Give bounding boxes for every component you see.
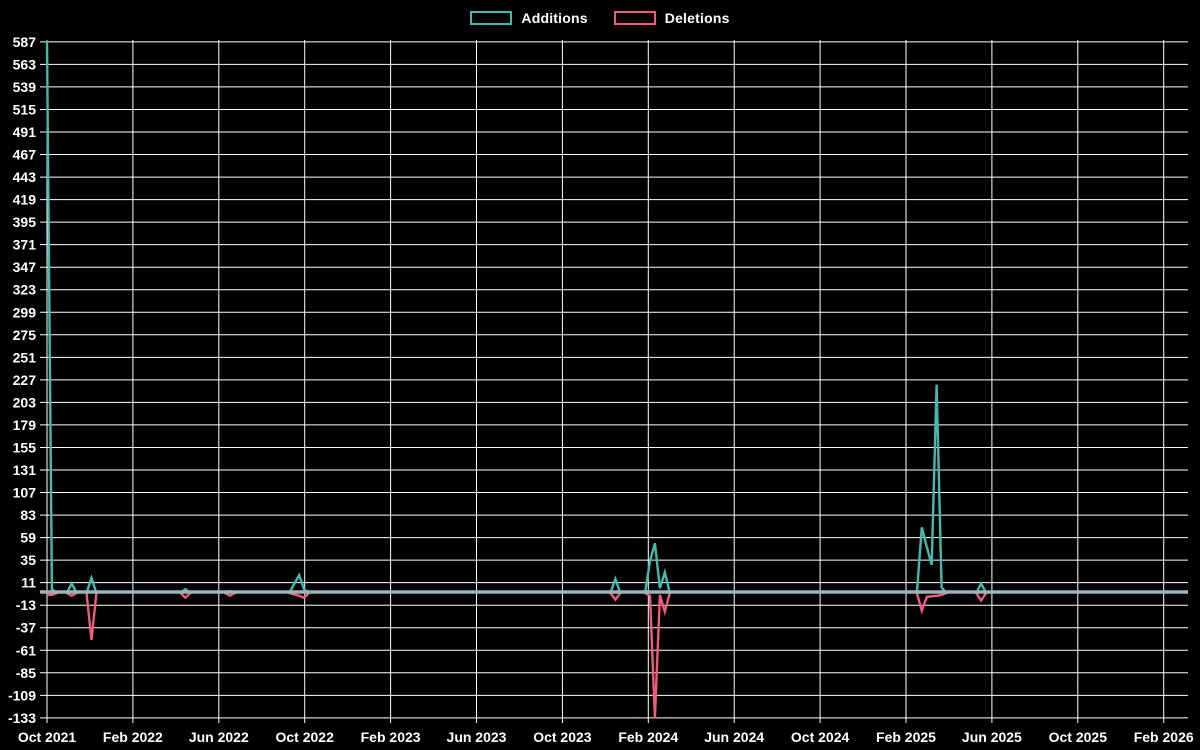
y-tick-label: 83 [20, 507, 36, 523]
x-tick-label: Oct 2023 [533, 729, 592, 745]
x-tick-label: Jun 2025 [962, 729, 1022, 745]
y-tick-label: 563 [13, 56, 37, 72]
series-additions [85, 574, 98, 595]
x-tick-label: Oct 2021 [18, 729, 77, 745]
legend-label-deletions: Deletions [664, 10, 730, 26]
y-tick-label: 227 [13, 372, 37, 388]
x-tick-label: Oct 2022 [276, 729, 335, 745]
y-tick-label: 299 [13, 304, 37, 320]
y-tick-label: 443 [13, 169, 37, 185]
series-additions [643, 542, 671, 595]
y-tick-label: 11 [21, 575, 36, 591]
y-tick-label: 419 [13, 192, 37, 208]
series-deletions [223, 591, 237, 598]
series-deletions [609, 591, 622, 602]
y-tick-label: -37 [16, 620, 36, 636]
deletions-swatch-icon [613, 11, 656, 25]
y-tick-label: 35 [20, 552, 36, 568]
series-deletions [288, 591, 311, 600]
legend-item-additions[interactable]: Additions [470, 10, 588, 26]
legend-label-additions: Additions [521, 10, 588, 26]
series-deletions [915, 591, 948, 615]
x-tick-label: Oct 2025 [1049, 729, 1108, 745]
y-tick-label: 155 [13, 439, 37, 455]
x-tick-label: Jun 2024 [704, 729, 764, 745]
y-tick-label: 179 [13, 417, 37, 433]
series-additions [45, 40, 59, 595]
y-tick-label: 251 [13, 349, 37, 365]
series-additions [915, 384, 948, 595]
x-tick-label: Feb 2025 [876, 729, 936, 745]
y-tick-label: 323 [13, 282, 37, 298]
series-additions [975, 581, 988, 595]
y-tick-label: -85 [16, 665, 36, 681]
x-tick-label: Jun 2023 [447, 729, 507, 745]
y-tick-label: 131 [13, 462, 37, 478]
y-tick-label: 107 [13, 485, 37, 501]
chart-legend: Additions Deletions [0, 6, 1200, 30]
y-tick-label: -61 [16, 642, 36, 658]
x-tick-label: Jun 2022 [189, 729, 249, 745]
series-deletions [179, 591, 192, 600]
series-deletions [85, 591, 98, 641]
series-deletions [65, 591, 78, 598]
y-tick-label: 203 [13, 394, 37, 410]
legend-item-deletions[interactable]: Deletions [613, 10, 730, 26]
y-tick-label: 275 [13, 327, 37, 343]
y-tick-label: 59 [20, 530, 36, 546]
series-deletions [643, 591, 671, 718]
x-tick-label: Feb 2026 [1134, 729, 1194, 745]
y-tick-label: 491 [13, 124, 37, 140]
x-tick-label: Feb 2024 [618, 729, 678, 745]
y-tick-label: 515 [13, 101, 37, 117]
y-tick-label: -13 [16, 597, 36, 613]
additions-swatch-icon [470, 11, 513, 25]
y-tick-label: 347 [13, 259, 37, 275]
x-tick-label: Feb 2023 [361, 729, 421, 745]
x-tick-label: Feb 2022 [103, 729, 163, 745]
y-tick-label: 587 [13, 34, 37, 50]
y-tick-label: -133 [8, 710, 36, 726]
series-additions [609, 575, 622, 595]
y-tick-label: 395 [13, 214, 37, 230]
y-tick-label: 371 [13, 237, 37, 253]
y-tick-label: 467 [13, 147, 37, 163]
series-additions [65, 581, 78, 595]
x-tick-label: Oct 2024 [791, 729, 850, 745]
y-tick-label: 539 [13, 79, 37, 95]
y-tick-label: -109 [8, 687, 36, 703]
series-deletions [975, 591, 988, 603]
